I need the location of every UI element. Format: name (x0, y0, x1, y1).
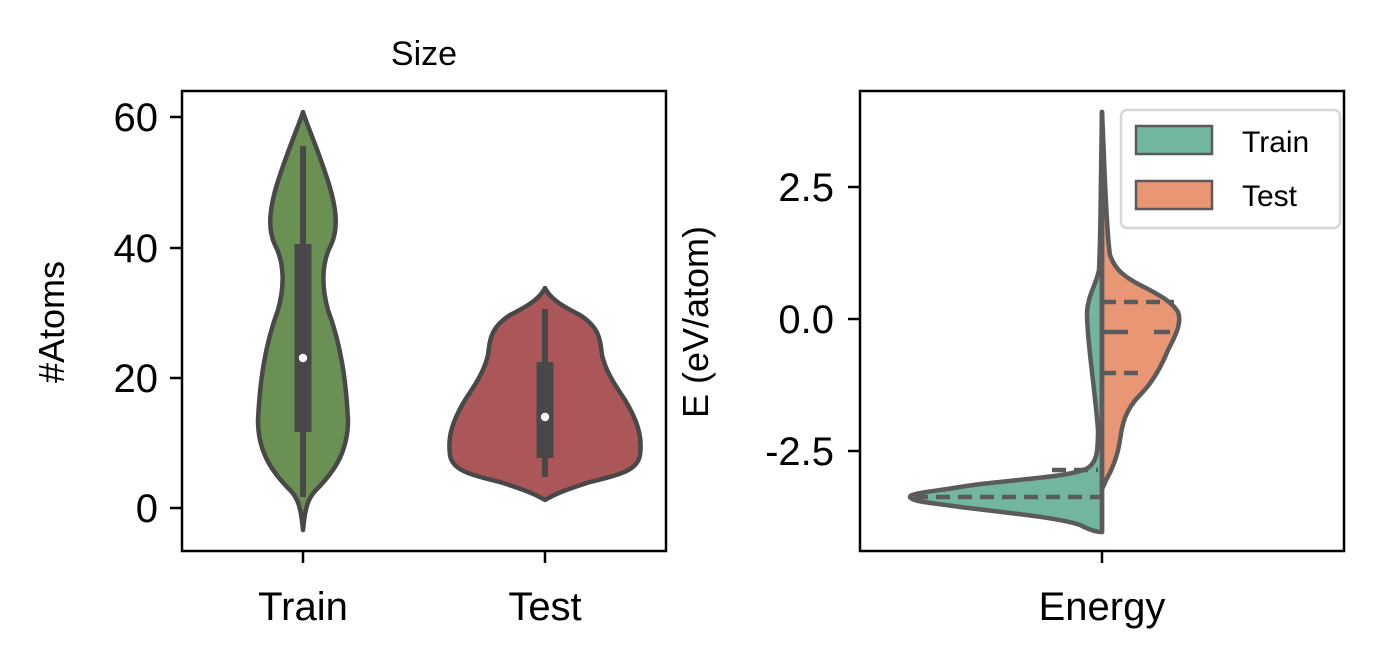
legend-item-test: Test (1134, 179, 1298, 213)
energy-chart: Train Test 2.5 0.0 -2.5 E (eV/atom) Ener… (675, 89, 1346, 629)
x-tick-label: Test (508, 585, 581, 629)
y-axis-title: E (eV/atom) (675, 226, 716, 418)
plot-area-frame (180, 89, 668, 553)
x-tick-label: Energy (1039, 585, 1166, 629)
y-tick-label: 2.5 (778, 166, 834, 210)
violin-half-train (907, 109, 1105, 535)
x-tick-label: Train (258, 585, 348, 629)
legend: Train Test (1119, 108, 1342, 230)
y-axis (848, 185, 860, 453)
size-chart: Size 60 40 20 0 #Atoms (31, 35, 668, 629)
y-tick-label: -2.5 (765, 430, 834, 474)
y-tick-label: 60 (114, 96, 159, 140)
violin-half-test (1099, 109, 1182, 493)
y-tick-label: 40 (114, 227, 159, 271)
legend-label: Train (1242, 126, 1309, 159)
violin-train (255, 109, 351, 533)
y-tick-label: 0 (136, 487, 158, 531)
legend-item-train: Train (1134, 124, 1309, 159)
legend-swatch (1134, 179, 1214, 211)
y-tick-label: 20 (114, 357, 159, 401)
y-axis (170, 115, 182, 510)
y-tick-label: 0.0 (778, 298, 834, 342)
chart-title: Size (391, 35, 457, 73)
violin-test (447, 285, 643, 503)
x-axis (301, 551, 547, 563)
y-axis-title: #Atoms (31, 261, 72, 383)
legend-label: Test (1242, 180, 1298, 213)
legend-swatch (1134, 124, 1214, 156)
